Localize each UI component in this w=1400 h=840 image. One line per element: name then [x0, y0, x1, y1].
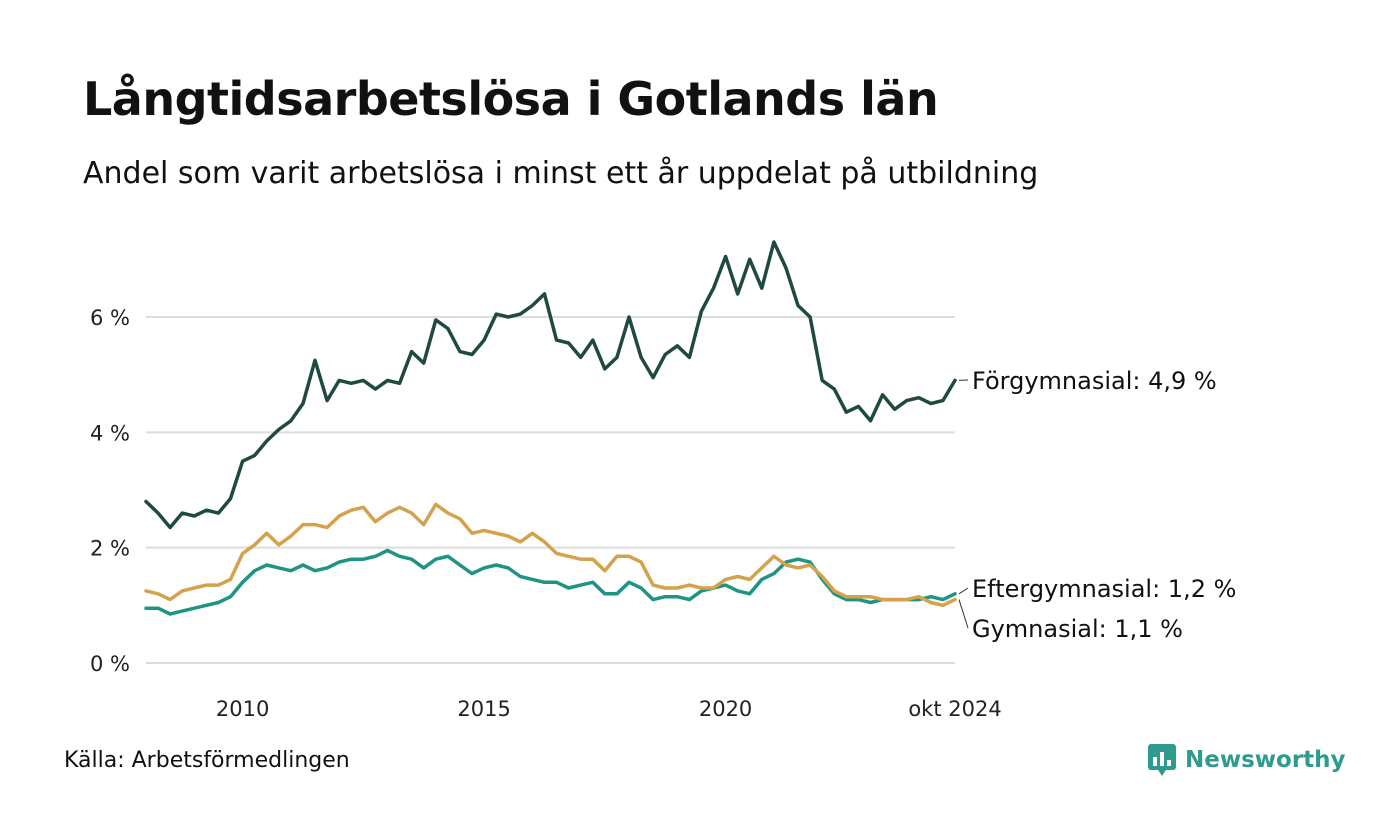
- x-tick-label: 2015: [457, 697, 510, 721]
- x-tick-label: okt 2024: [908, 697, 1001, 721]
- x-tick-label: 2020: [699, 697, 752, 721]
- y-tick-label: 2 %: [90, 537, 130, 561]
- y-tick-label: 6 %: [90, 306, 130, 330]
- brand-name: Newsworthy: [1185, 747, 1346, 773]
- y-tick-label: 0 %: [90, 652, 130, 676]
- y-axis: 0 % 2 % 4 % 6 %: [90, 306, 130, 676]
- y-tick-label: 4 %: [90, 421, 130, 445]
- series-line-gymnasial: [144, 502, 957, 608]
- series-line-förgymnasial: [144, 240, 957, 530]
- chart-subtitle: Andel som varit arbetslösa i minst ett å…: [83, 156, 1039, 191]
- series-end-label: Eftergymnasial: 1,2 %: [972, 575, 1236, 603]
- label-leader-line: [958, 587, 969, 595]
- gridlines: [146, 316, 955, 664]
- series-line-eftergymnasial: [144, 548, 957, 616]
- brand-logo: Newsworthy: [1147, 743, 1346, 777]
- x-axis: 2010 2015 2020 okt 2024: [216, 697, 1002, 721]
- series-lines: [144, 240, 957, 616]
- series-labels: Förgymnasial: 4,9 % Eftergymnasial: 1,2 %…: [958, 367, 1236, 643]
- bar-chart-speech-bubble-icon: [1148, 744, 1176, 776]
- series-end-label: Förgymnasial: 4,9 %: [972, 367, 1217, 395]
- series-end-label: Gymnasial: 1,1 %: [972, 615, 1183, 643]
- label-leader-line: [958, 599, 969, 629]
- chart-title: Långtidsarbetslösa i Gotlands län: [83, 72, 939, 126]
- source-note: Källa: Arbetsförmedlingen: [64, 748, 350, 773]
- x-tick-label: 2010: [216, 697, 269, 721]
